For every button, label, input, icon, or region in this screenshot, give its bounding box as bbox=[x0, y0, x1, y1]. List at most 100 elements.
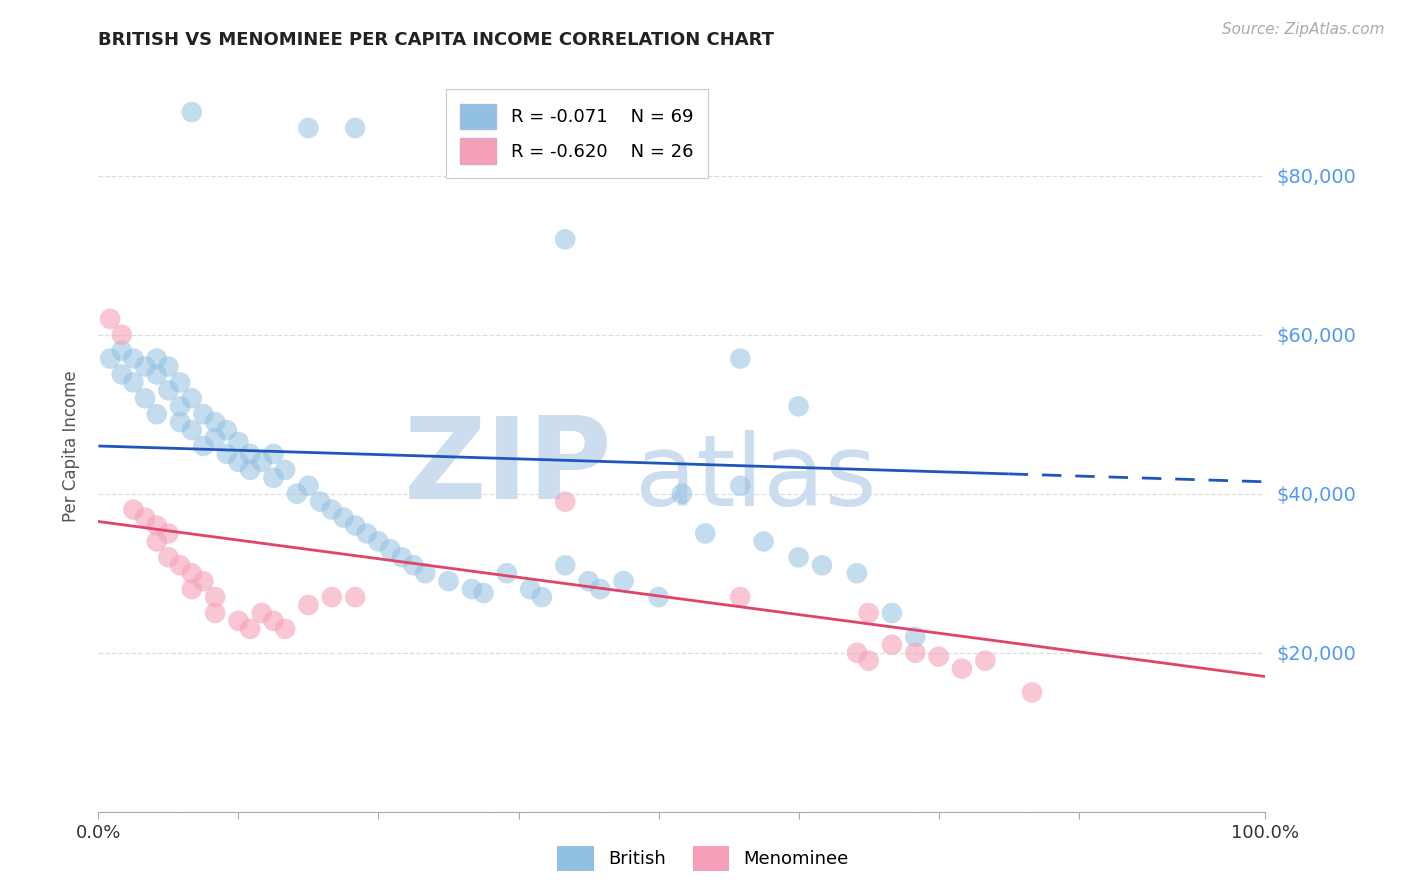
Legend: R = -0.071    N = 69, R = -0.620    N = 26: R = -0.071 N = 69, R = -0.620 N = 26 bbox=[446, 89, 707, 178]
Point bbox=[98, 311, 121, 326]
Point bbox=[344, 590, 367, 604]
Point bbox=[496, 566, 519, 581]
Point bbox=[122, 502, 145, 516]
Point bbox=[146, 534, 169, 549]
Point bbox=[858, 654, 880, 668]
Text: BRITISH VS MENOMINEE PER CAPITA INCOME CORRELATION CHART: BRITISH VS MENOMINEE PER CAPITA INCOME C… bbox=[98, 31, 775, 49]
Point bbox=[239, 622, 262, 636]
Point bbox=[215, 447, 238, 461]
Point bbox=[204, 415, 226, 429]
Point bbox=[880, 638, 903, 652]
Point bbox=[180, 582, 202, 596]
Point bbox=[787, 399, 810, 413]
Point bbox=[146, 518, 169, 533]
Point bbox=[402, 558, 425, 573]
Point bbox=[111, 327, 134, 342]
Point bbox=[180, 392, 202, 406]
Point bbox=[321, 590, 343, 604]
Point bbox=[589, 582, 612, 596]
Point bbox=[472, 586, 495, 600]
Point bbox=[193, 439, 215, 453]
Point bbox=[578, 574, 600, 589]
Point bbox=[169, 415, 191, 429]
Text: ZIP: ZIP bbox=[404, 412, 612, 524]
Point bbox=[519, 582, 541, 596]
Point bbox=[239, 463, 262, 477]
Point bbox=[228, 455, 250, 469]
Point bbox=[332, 510, 354, 524]
Point bbox=[554, 232, 576, 246]
Point bbox=[274, 463, 297, 477]
Point bbox=[215, 423, 238, 437]
Point bbox=[122, 351, 145, 366]
Point bbox=[1021, 685, 1043, 699]
Point bbox=[752, 534, 775, 549]
Point bbox=[846, 566, 869, 581]
Point bbox=[730, 351, 752, 366]
Point bbox=[98, 351, 121, 366]
Point bbox=[146, 368, 169, 382]
Point bbox=[157, 384, 180, 398]
Point bbox=[904, 646, 927, 660]
Point bbox=[730, 590, 752, 604]
Point bbox=[391, 550, 413, 565]
Point bbox=[134, 392, 156, 406]
Point bbox=[297, 598, 319, 612]
Point bbox=[950, 662, 973, 676]
Point bbox=[530, 590, 553, 604]
Point bbox=[134, 359, 156, 374]
Point bbox=[554, 494, 576, 508]
Point bbox=[180, 423, 202, 437]
Point bbox=[811, 558, 834, 573]
Point bbox=[344, 518, 367, 533]
Legend: British, Menominee: British, Menominee bbox=[550, 838, 856, 879]
Point bbox=[321, 502, 343, 516]
Point bbox=[262, 447, 284, 461]
Text: atlas: atlas bbox=[636, 431, 877, 527]
Point bbox=[180, 566, 202, 581]
Point bbox=[461, 582, 484, 596]
Point bbox=[262, 471, 284, 485]
Point bbox=[880, 606, 903, 620]
Point bbox=[180, 105, 202, 120]
Point bbox=[613, 574, 636, 589]
Point bbox=[554, 558, 576, 573]
Point bbox=[928, 649, 950, 664]
Point bbox=[111, 343, 134, 358]
Point bbox=[169, 376, 191, 390]
Point bbox=[228, 614, 250, 628]
Point bbox=[228, 435, 250, 450]
Point bbox=[146, 351, 169, 366]
Point bbox=[356, 526, 378, 541]
Y-axis label: Per Capita Income: Per Capita Income bbox=[62, 370, 80, 522]
Point bbox=[846, 646, 869, 660]
Point bbox=[204, 590, 226, 604]
Point bbox=[169, 558, 191, 573]
Point bbox=[647, 590, 669, 604]
Point bbox=[974, 654, 997, 668]
Point bbox=[297, 479, 319, 493]
Point bbox=[309, 494, 332, 508]
Point bbox=[134, 510, 156, 524]
Point bbox=[858, 606, 880, 620]
Point bbox=[193, 407, 215, 421]
Text: Source: ZipAtlas.com: Source: ZipAtlas.com bbox=[1222, 22, 1385, 37]
Point bbox=[437, 574, 460, 589]
Point bbox=[344, 120, 367, 135]
Point bbox=[671, 486, 693, 500]
Point bbox=[157, 526, 180, 541]
Point bbox=[380, 542, 402, 557]
Point bbox=[274, 622, 297, 636]
Point bbox=[297, 120, 319, 135]
Point bbox=[204, 606, 226, 620]
Point bbox=[250, 455, 273, 469]
Point bbox=[146, 407, 169, 421]
Point bbox=[413, 566, 436, 581]
Point bbox=[730, 479, 752, 493]
Point bbox=[787, 550, 810, 565]
Point bbox=[157, 359, 180, 374]
Point bbox=[695, 526, 717, 541]
Point bbox=[285, 486, 308, 500]
Point bbox=[111, 368, 134, 382]
Point bbox=[169, 399, 191, 413]
